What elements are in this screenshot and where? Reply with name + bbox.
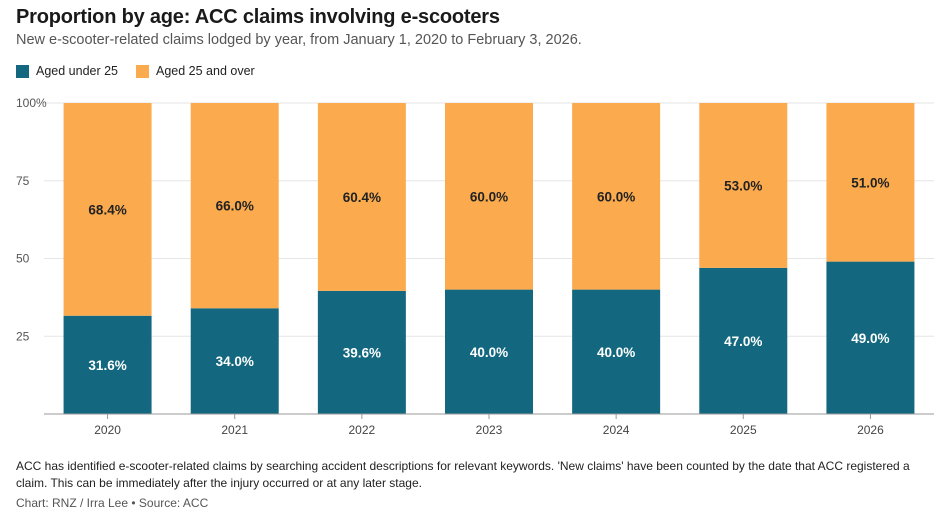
legend-label-25-and-over: Aged 25 and over xyxy=(156,64,255,78)
x-tick-label-2023: 2023 xyxy=(476,423,503,437)
bar-25-and-over-2023 xyxy=(445,103,533,290)
data-label-25-and-over-2022: 60.4% xyxy=(343,190,381,205)
bar-under-25-2020 xyxy=(63,315,152,414)
bar-under-25-2025 xyxy=(699,267,788,414)
legend-label-under-25: Aged under 25 xyxy=(36,64,119,78)
y-tick-label-75: 75 xyxy=(16,174,30,188)
bar-under-25-2023 xyxy=(445,289,533,414)
x-tick-label-2021: 2021 xyxy=(221,423,248,437)
data-label-25-and-over-2020: 68.4% xyxy=(88,202,126,217)
x-tick-label-2026: 2026 xyxy=(857,423,884,437)
data-label-25-and-over-2021: 66.0% xyxy=(216,199,254,214)
bar-25-and-over-2022 xyxy=(317,103,406,291)
x-tick-label-2024: 2024 xyxy=(603,423,630,437)
data-label-25-and-over-2025: 53.0% xyxy=(724,178,762,193)
legend: Aged under 25 Aged 25 and over xyxy=(16,64,273,78)
chart-credit: Chart: RNZ / Irra Lee • Source: ACC xyxy=(16,496,209,510)
data-label-under-25-2024: 40.0% xyxy=(597,345,635,360)
bar-under-25-2022 xyxy=(317,290,406,414)
data-label-25-and-over-2024: 60.0% xyxy=(597,189,635,204)
data-label-25-and-over-2026: 51.0% xyxy=(851,175,889,190)
legend-swatch-25-and-over xyxy=(136,64,150,78)
x-tick-label-2025: 2025 xyxy=(730,423,757,437)
y-tick-label-100: 100% xyxy=(16,96,47,110)
bar-25-and-over-2021 xyxy=(190,103,279,309)
data-label-under-25-2023: 40.0% xyxy=(470,345,508,360)
data-label-25-and-over-2023: 60.0% xyxy=(470,189,508,204)
chart-subtitle: New e-scooter-related claims lodged by y… xyxy=(16,32,582,48)
bar-25-and-over-2025 xyxy=(699,103,788,268)
data-label-under-25-2026: 49.0% xyxy=(851,331,889,346)
bar-under-25-2021 xyxy=(190,308,279,414)
stacked-bar-chart: 25 50 75 100% 31.6% 68.4% 2020 34.0% 66.0% 2021 39… xyxy=(16,96,934,437)
bar-25-and-over-2024 xyxy=(572,103,661,290)
y-tick-label-50: 50 xyxy=(16,252,30,266)
data-label-under-25-2021: 34.0% xyxy=(216,354,254,369)
x-tick-label-2020: 2020 xyxy=(94,423,121,437)
bar-25-and-over-2026 xyxy=(826,103,915,262)
data-label-under-25-2025: 47.0% xyxy=(724,334,762,349)
chart-notes: ACC has identified e-scooter-related cla… xyxy=(16,459,910,490)
legend-item-25-and-over: Aged 25 and over xyxy=(136,64,255,78)
bar-under-25-2024 xyxy=(572,289,661,414)
legend-item-under-25: Aged under 25 xyxy=(16,64,118,78)
data-label-under-25-2020: 31.6% xyxy=(88,358,126,373)
x-tick-label-2022: 2022 xyxy=(349,423,376,437)
bar-25-and-over-2020 xyxy=(63,103,152,316)
chart-title: Proportion by age: ACC claims involving … xyxy=(16,6,500,28)
bar-under-25-2026 xyxy=(826,261,915,414)
data-label-under-25-2022: 39.6% xyxy=(343,345,381,360)
y-tick-label-25: 25 xyxy=(16,329,30,343)
legend-swatch-under-25 xyxy=(16,64,29,78)
